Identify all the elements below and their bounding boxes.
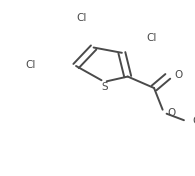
Text: O: O [168, 108, 176, 118]
Text: O: O [175, 70, 183, 80]
Text: Cl: Cl [26, 60, 36, 70]
Text: Cl: Cl [146, 33, 157, 43]
Text: S: S [101, 81, 108, 92]
Text: Cl: Cl [77, 13, 87, 23]
Text: CH₃: CH₃ [192, 117, 195, 126]
